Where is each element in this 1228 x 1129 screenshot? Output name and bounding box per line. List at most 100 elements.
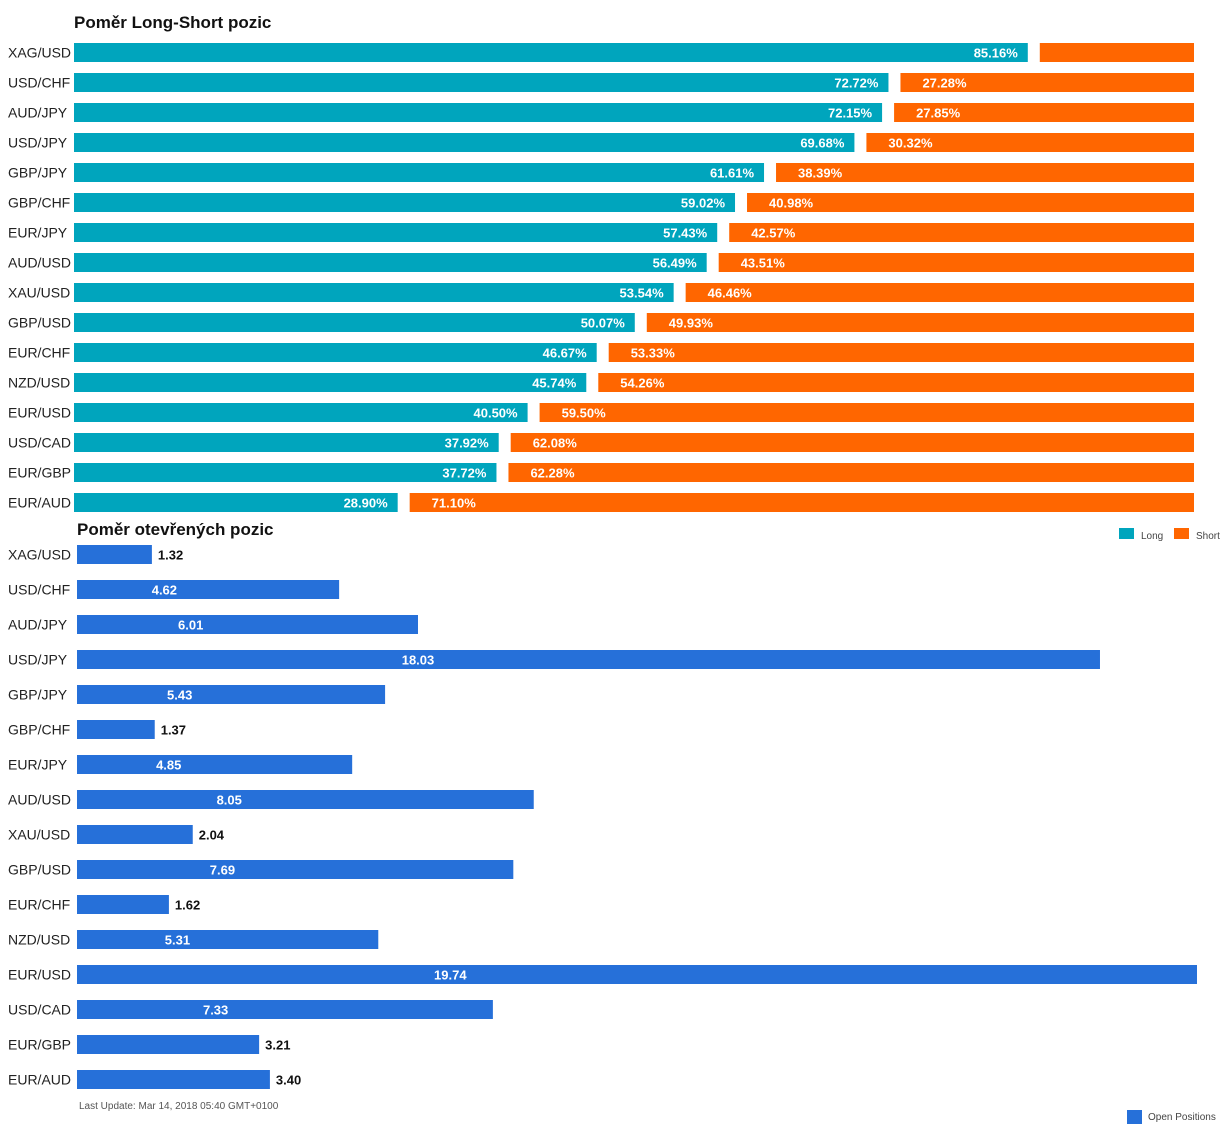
open-positions-bar — [77, 545, 152, 564]
open-positions-value-label: 4.85 — [156, 758, 181, 773]
open-positions-bar — [77, 895, 169, 914]
long-bar — [74, 73, 889, 92]
long-bar — [74, 463, 497, 482]
long-bar — [74, 133, 855, 152]
category-label: USD/JPY — [8, 652, 68, 668]
category-label: GBP/CHF — [8, 722, 70, 738]
long-bar — [74, 373, 587, 392]
long-bar — [74, 103, 883, 122]
category-label: USD/CAD — [8, 1002, 71, 1018]
last-update-footer: Last Update: Mar 14, 2018 05:40 GMT+0100 — [79, 1101, 279, 1112]
open-positions-value-label: 5.43 — [167, 688, 192, 703]
open-positions-value-label: 4.62 — [152, 583, 177, 598]
long-bar — [74, 43, 1028, 62]
long-value-label: 69.68% — [800, 136, 845, 151]
open-positions-value-label: 1.32 — [158, 548, 183, 563]
long-value-label: 50.07% — [581, 316, 626, 331]
category-label: USD/JPY — [8, 135, 68, 151]
short-bar — [646, 313, 1194, 332]
short-bar — [747, 193, 1194, 212]
open-positions-bar — [77, 720, 155, 739]
short-value-label: 46.46% — [708, 286, 753, 301]
category-label: EUR/JPY — [8, 757, 68, 773]
chart-title-long-short: Poměr Long-Short pozic — [74, 13, 272, 32]
short-value-label: 62.28% — [530, 466, 575, 481]
category-label: EUR/GBP — [8, 1037, 71, 1053]
long-value-label: 53.54% — [620, 286, 665, 301]
long-value-label: 28.90% — [344, 496, 389, 511]
chart-title-open-positions: Poměr otevřených pozic — [77, 520, 274, 539]
open-positions-value-label: 18.03 — [402, 653, 435, 668]
short-value-label: 42.57% — [751, 226, 796, 241]
legend-swatch-open-positions — [1127, 1110, 1142, 1124]
short-value-label: 54.26% — [620, 376, 665, 391]
open-positions-bar — [77, 615, 418, 634]
short-value-label: 59.50% — [562, 406, 607, 421]
long-value-label: 85.16% — [974, 46, 1019, 61]
short-bar — [729, 223, 1194, 242]
category-label: XAG/USD — [8, 547, 71, 563]
long-bar — [74, 313, 635, 332]
short-value-label: 38.39% — [798, 166, 843, 181]
category-label: XAG/USD — [8, 45, 71, 61]
open-positions-value-label: 5.31 — [165, 933, 190, 948]
category-label: USD/CHF — [8, 582, 70, 598]
open-positions-bar — [77, 650, 1100, 669]
category-label: XAU/USD — [8, 827, 70, 843]
open-positions-bar — [77, 1000, 493, 1019]
short-value-label: 43.51% — [741, 256, 786, 271]
long-value-label: 56.49% — [653, 256, 698, 271]
open-positions-value-label: 2.04 — [199, 828, 225, 843]
category-label: NZD/USD — [8, 375, 70, 391]
short-bar — [510, 433, 1195, 452]
category-label: XAU/USD — [8, 285, 70, 301]
short-value-label: 27.85% — [916, 106, 961, 121]
long-bar — [74, 193, 736, 212]
open-positions-value-label: 6.01 — [178, 618, 203, 633]
long-value-label: 72.72% — [834, 76, 879, 91]
legend-swatch-short — [1174, 528, 1189, 539]
long-value-label: 46.67% — [543, 346, 588, 361]
long-value-label: 59.02% — [681, 196, 726, 211]
short-bar — [608, 343, 1194, 362]
long-value-label: 57.43% — [663, 226, 708, 241]
long-value-label: 37.92% — [445, 436, 490, 451]
category-label: NZD/USD — [8, 932, 70, 948]
open-positions-value-label: 7.69 — [210, 863, 235, 878]
long-bar — [74, 163, 765, 182]
category-label: EUR/CHF — [8, 897, 70, 913]
legend-label-long: Long — [1141, 531, 1163, 542]
short-bar — [508, 463, 1194, 482]
short-bar — [685, 283, 1194, 302]
open-positions-bar — [77, 1035, 260, 1054]
short-bar — [776, 163, 1194, 182]
long-bar — [74, 283, 674, 302]
open-positions-bar — [77, 580, 340, 599]
long-bar — [74, 343, 597, 362]
short-bar — [409, 493, 1194, 512]
open-positions-bar — [77, 685, 386, 704]
legend-label-open-positions: Open Positions — [1148, 1112, 1216, 1123]
short-bar — [598, 373, 1194, 392]
short-value-label: 30.32% — [888, 136, 933, 151]
category-label: AUD/JPY — [8, 105, 68, 121]
category-label: EUR/AUD — [8, 1072, 71, 1088]
category-label: EUR/CHF — [8, 345, 70, 361]
category-label: GBP/CHF — [8, 195, 70, 211]
short-value-label: 49.93% — [669, 316, 714, 331]
long-bar — [74, 493, 398, 512]
short-value-label: 40.98% — [769, 196, 814, 211]
open-positions-bar — [77, 1070, 270, 1089]
short-value-label: 62.08% — [533, 436, 578, 451]
short-value-label: 71.10% — [432, 496, 477, 511]
category-label: EUR/AUD — [8, 495, 71, 511]
category-label: AUD/USD — [8, 255, 71, 271]
category-label: GBP/JPY — [8, 165, 68, 181]
long-bar — [74, 403, 528, 422]
long-bar — [74, 433, 499, 452]
open-positions-bar — [77, 790, 534, 809]
open-positions-bar — [77, 860, 514, 879]
open-positions-value-label: 8.05 — [217, 793, 242, 808]
short-bar — [718, 253, 1194, 272]
